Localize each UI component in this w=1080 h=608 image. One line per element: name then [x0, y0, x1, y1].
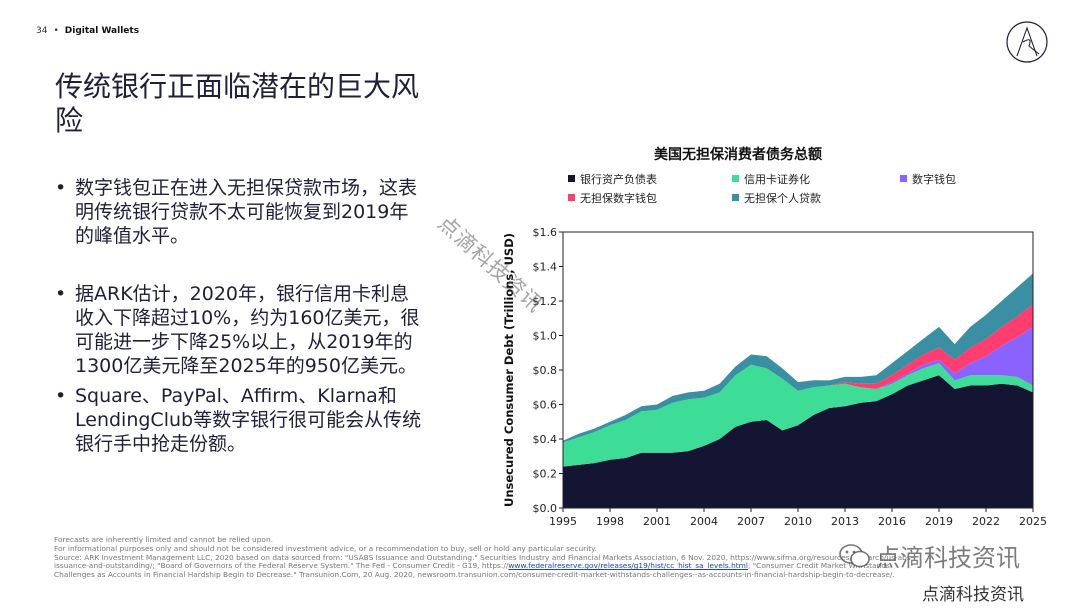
footnote-info: For informational purposes only and shou…: [54, 543, 597, 553]
y-tick-label: $0.6: [533, 399, 558, 412]
footnote-source-end: Challenges as Accounts in Financial Hard…: [54, 570, 895, 580]
bullet-item: 据ARK估计，2020年，银行信用卡利息收入下降超过10%，约为160亿美元，很…: [55, 282, 425, 378]
bullet-item: Square、PayPal、Affirm、Klarna和LendingClub等…: [55, 384, 425, 456]
page-header: 34 • Digital Wallets: [36, 26, 140, 36]
footnote-source: Source: ARK Investment Management LLC, 2…: [54, 552, 914, 562]
page-number: 34: [36, 26, 48, 36]
area-series: [563, 273, 1033, 443]
legend-label: 无担保个人贷款: [744, 191, 821, 205]
legend-label: 数字钱包: [912, 172, 956, 186]
x-tick-label: 2016: [878, 515, 906, 528]
legend-swatch: [732, 194, 739, 201]
footnote-disclaimer: Forecasts are inherently limited and can…: [54, 535, 273, 544]
watermark-bottom: 点滴科技资讯: [922, 585, 1024, 605]
y-tick-label: $1.4: [533, 261, 558, 274]
x-tick-label: 2010: [784, 515, 812, 528]
section-name: Digital Wallets: [64, 26, 140, 36]
y-tick-label: $0.8: [533, 364, 558, 377]
y-tick-label: $1.0: [533, 330, 558, 343]
area-series: [563, 363, 1033, 467]
y-tick-label: $0.4: [533, 433, 558, 446]
x-tick-label: 2025: [1019, 515, 1047, 528]
wechat-icon: [839, 543, 870, 567]
legend-swatch: [900, 175, 907, 182]
y-tick-label: $0.2: [533, 468, 558, 481]
legend-label: 无担保数字钱包: [580, 191, 657, 205]
federal-reserve-link[interactable]: www.federalreserve.gov/releases/g19/hist…: [508, 561, 748, 571]
area-series: [563, 375, 1033, 508]
x-tick-label: 2001: [643, 515, 671, 528]
x-tick-label: 1995: [549, 515, 577, 528]
y-tick-label: $1.6: [533, 226, 558, 239]
x-tick-label: 2022: [972, 515, 1000, 528]
legend-swatch: [568, 194, 575, 201]
watermark-wechat-text: 点滴科技资讯: [876, 544, 1020, 572]
x-tick-label: 2019: [925, 515, 953, 528]
x-tick-label: 1998: [596, 515, 624, 528]
chart-title: 美国无担保消费者债务总额: [654, 146, 822, 163]
footnote-source-cont: issuance-and-outstanding/; "Board of Gov…: [54, 561, 890, 571]
y-axis-label: Unsecured Consumer Debt (Trillions, USD): [502, 233, 516, 507]
y-tick-label: $1.2: [533, 295, 558, 308]
y-tick-label: $0.0: [533, 502, 558, 515]
bullet-list: 数字钱包正在进入无担保贷款市场，这表明传统银行贷款不太可能恢复到2019年的峰值…: [55, 176, 425, 456]
x-tick-label: 2007: [737, 515, 765, 528]
legend-swatch: [568, 175, 575, 182]
footnote: Forecasts are inherently limited and can…: [54, 535, 1014, 580]
x-tick-label: 2013: [831, 515, 859, 528]
legend-label: 信用卡证券化: [744, 172, 810, 186]
bullet-item: 数字钱包正在进入无担保贷款市场，这表明传统银行贷款不太可能恢复到2019年的峰值…: [55, 176, 425, 248]
ark-logo-icon: [1006, 21, 1048, 63]
watermark-wechat: 点滴科技资讯: [838, 538, 1020, 573]
x-tick-label: 2004: [690, 515, 718, 528]
legend-swatch: [732, 175, 739, 182]
legend-label: 银行资产负债表: [580, 172, 657, 186]
page-title: 传统银行正面临潜在的巨大风险: [55, 70, 420, 137]
